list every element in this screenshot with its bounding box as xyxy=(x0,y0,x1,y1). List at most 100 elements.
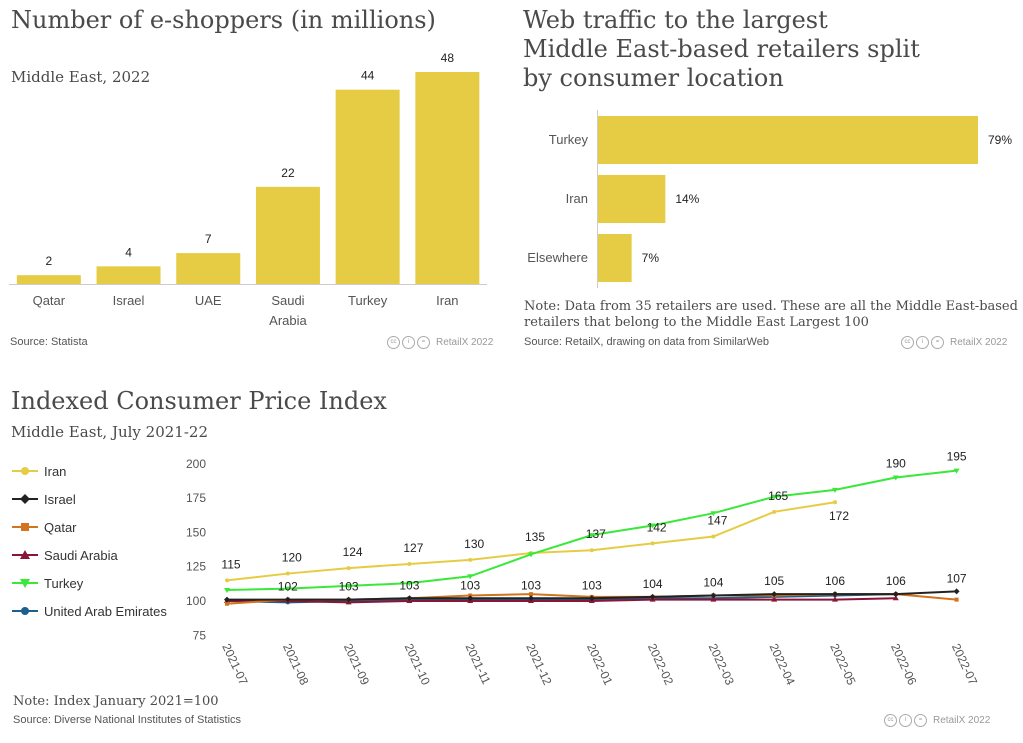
data-label: 103 xyxy=(399,578,419,592)
data-point xyxy=(892,591,899,598)
data-point xyxy=(225,601,229,606)
x-tick-label: 2022-06 xyxy=(888,641,919,687)
data-label: 7% xyxy=(642,251,660,265)
data-point xyxy=(771,591,778,598)
x-tick-label: 2021-12 xyxy=(523,641,554,687)
data-point xyxy=(771,494,778,500)
legend-label: Israel xyxy=(44,491,76,507)
data-label: 120 xyxy=(282,551,302,565)
data-label: 2 xyxy=(46,254,53,268)
legend-item[interactable]: United Arab Emirates xyxy=(12,597,167,625)
chart2-credit: cc i = RetailX 2022 xyxy=(901,336,1007,349)
data-point xyxy=(832,487,838,493)
data-point xyxy=(224,588,230,594)
x-tick-label: 2022-01 xyxy=(584,641,615,687)
legend-marker xyxy=(12,523,38,531)
data-label: 104 xyxy=(643,577,663,591)
legend-item[interactable]: Israel xyxy=(12,485,167,513)
chart3-note: Note: Index January 2021=100 xyxy=(13,694,219,709)
y-tick-label: 175 xyxy=(186,491,206,505)
by-icon: i xyxy=(402,336,415,349)
y-tick-label: Elsewhere xyxy=(527,250,588,265)
data-point xyxy=(588,533,595,539)
legend-marker xyxy=(12,494,38,504)
data-point xyxy=(225,578,229,583)
chart2-title-line: by consumer location xyxy=(523,64,784,92)
data-point xyxy=(649,593,656,600)
credit-text: RetailX 2022 xyxy=(933,715,991,726)
data-point xyxy=(892,475,899,481)
data-point xyxy=(345,583,352,589)
x-tick-label: Iran xyxy=(436,293,458,308)
x-tick-label: Saudi xyxy=(271,293,304,308)
data-label: 103 xyxy=(460,578,480,592)
x-tick-label: 2022-02 xyxy=(645,641,676,687)
data-point xyxy=(345,596,352,603)
credit-text: RetailX 2022 xyxy=(950,337,1008,348)
cc-icon: cc xyxy=(884,714,897,727)
data-point xyxy=(953,468,960,474)
data-label: 124 xyxy=(343,545,363,559)
y-tick-label: Iran xyxy=(566,191,588,206)
legend-item[interactable]: Turkey xyxy=(12,569,167,597)
bar xyxy=(96,266,161,284)
chart3-source: Source: Diverse National Institutes of S… xyxy=(13,714,242,726)
data-label: 103 xyxy=(582,578,602,592)
x-tick-label: Arabia xyxy=(269,313,307,328)
x-tick-label: 2021-09 xyxy=(341,641,372,687)
x-tick-label: 2022-03 xyxy=(706,641,737,687)
legend-label: Iran xyxy=(44,463,67,479)
data-point xyxy=(588,595,595,602)
data-label: 7 xyxy=(205,232,212,246)
legend-item[interactable]: Qatar xyxy=(12,513,167,541)
data-point xyxy=(467,595,474,602)
chart2-source: Source: RetailX, drawing on data from Si… xyxy=(524,336,769,348)
chart1-title: Number of e-shoppers (in millions) xyxy=(11,6,436,34)
data-label: 115 xyxy=(221,557,240,571)
credit-text: RetailX 2022 xyxy=(436,337,494,348)
data-point xyxy=(346,566,351,571)
data-label: 195 xyxy=(947,450,967,464)
data-label: 14% xyxy=(675,192,699,206)
chart2-note: Note: Data from 35 retailers are used. T… xyxy=(524,299,1018,331)
data-point xyxy=(407,561,412,566)
israel-marker xyxy=(20,494,30,504)
bar xyxy=(176,253,241,284)
data-label: 106 xyxy=(886,574,906,588)
chart3-credit: cc i = RetailX 2022 xyxy=(884,714,990,727)
x-tick-label: 2021-08 xyxy=(280,641,311,687)
legend-marker xyxy=(12,550,38,559)
qatar-marker xyxy=(21,523,29,531)
legend-item[interactable]: Iran xyxy=(12,457,167,485)
saudi-arabia-marker xyxy=(20,550,30,559)
data-label: 106 xyxy=(825,574,845,588)
data-point xyxy=(892,595,899,601)
data-point xyxy=(224,596,230,603)
legend-marker xyxy=(12,579,38,588)
bar xyxy=(255,186,320,284)
data-point xyxy=(528,595,534,602)
united-arab-emirates-marker xyxy=(21,607,29,615)
data-point xyxy=(589,548,594,553)
turkey-marker xyxy=(20,579,30,588)
data-label: 130 xyxy=(464,537,484,551)
legend-item[interactable]: Saudi Arabia xyxy=(12,541,167,569)
by-icon: i xyxy=(899,714,912,727)
data-label: 44 xyxy=(361,69,375,83)
x-tick-label: 2021-07 xyxy=(219,641,250,687)
legend-label: Saudi Arabia xyxy=(44,547,118,563)
cc-icon: cc xyxy=(901,336,914,349)
legend-label: United Arab Emirates xyxy=(44,603,167,619)
cc-icon: cc xyxy=(387,336,400,349)
data-point xyxy=(649,523,656,529)
bar xyxy=(335,89,400,285)
chart2-note-line: retailers that belong to the Middle East… xyxy=(524,315,869,330)
data-label: 105 xyxy=(764,574,784,588)
x-tick-label: Qatar xyxy=(33,293,66,308)
x-tick-label: Israel xyxy=(113,293,145,308)
data-point xyxy=(710,596,717,602)
y-tick-label: 100 xyxy=(186,594,206,608)
data-point xyxy=(771,596,778,602)
chart3-legend: Iran Israel Qatar Saudi Arabia Turkey Un… xyxy=(12,457,167,625)
chart1-subtitle: Middle East, 2022 xyxy=(11,68,151,86)
